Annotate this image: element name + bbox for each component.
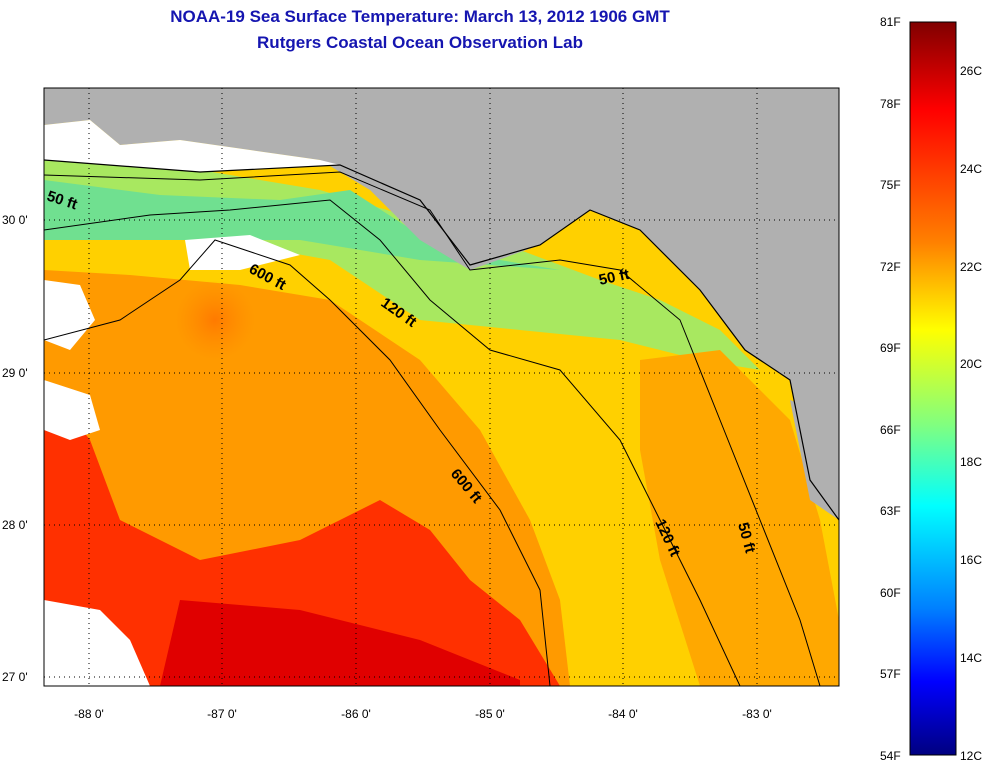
map-frame bbox=[43, 87, 840, 687]
land-florida bbox=[790, 400, 839, 520]
lon-label: -86 0' bbox=[341, 707, 371, 721]
cloud-patch bbox=[185, 235, 300, 270]
cb-c-label: 18C bbox=[960, 455, 982, 469]
cb-f-label: 63F bbox=[880, 504, 901, 518]
cb-f-label: 78F bbox=[880, 97, 901, 111]
nearshore-cyan bbox=[44, 180, 560, 270]
cb-f-label: 66F bbox=[880, 423, 901, 437]
contour-120ft bbox=[44, 199, 741, 686]
cb-c-label: 14C bbox=[960, 651, 982, 665]
cb-c-label: 12C bbox=[960, 749, 982, 763]
colorbar-c-labels: 26C 24C 22C 20C 18C 16C 14C 12C bbox=[960, 64, 982, 763]
colorbar bbox=[909, 21, 957, 756]
lat-label: 30 0' bbox=[2, 213, 28, 227]
cb-f-label: 75F bbox=[880, 178, 901, 192]
cb-c-label: 16C bbox=[960, 553, 982, 567]
cb-f-label: 72F bbox=[880, 260, 901, 274]
cb-f-label: 69F bbox=[880, 341, 901, 355]
cloud-patch bbox=[44, 380, 100, 440]
coastal-cloud bbox=[44, 120, 340, 172]
east-warm-patch bbox=[640, 350, 839, 686]
cb-f-label: 54F bbox=[880, 749, 901, 763]
lon-label: -88 0' bbox=[74, 707, 104, 721]
cb-c-label: 24C bbox=[960, 162, 982, 176]
cb-c-label: 26C bbox=[960, 64, 982, 78]
lon-label: -83 0' bbox=[742, 707, 772, 721]
cloud-patch bbox=[44, 280, 95, 350]
lat-label: 28 0' bbox=[2, 518, 28, 532]
lat-label: 29 0' bbox=[2, 366, 28, 380]
contour-50ft bbox=[44, 171, 821, 686]
lat-label: 27 0' bbox=[2, 670, 28, 684]
cb-f-label: 57F bbox=[880, 667, 901, 681]
lon-label: -87 0' bbox=[207, 707, 237, 721]
warm-core-deep bbox=[160, 600, 520, 686]
colorbar-f-labels: 81F 78F 75F 72F 69F 66F 63F 60F 57F 54F bbox=[880, 15, 901, 763]
contour-600ft bbox=[44, 239, 551, 686]
eddy bbox=[175, 280, 255, 360]
chart-subtitle: Rutgers Coastal Ocean Observation Lab bbox=[257, 33, 583, 52]
cb-c-label: 20C bbox=[960, 357, 982, 371]
coastline bbox=[44, 159, 839, 521]
cloud-patch bbox=[44, 600, 150, 686]
chart-title: NOAA-19 Sea Surface Temperature: March 1… bbox=[170, 7, 670, 26]
land-mass bbox=[44, 88, 839, 520]
lon-label: -84 0' bbox=[608, 707, 638, 721]
warm-core-red bbox=[44, 380, 560, 686]
cb-c-label: 22C bbox=[960, 260, 982, 274]
cb-f-label: 81F bbox=[880, 15, 901, 29]
map-area bbox=[44, 88, 839, 686]
lon-label: -85 0' bbox=[475, 707, 505, 721]
contour-label: 50 ft bbox=[597, 266, 631, 289]
cb-f-label: 60F bbox=[880, 586, 901, 600]
